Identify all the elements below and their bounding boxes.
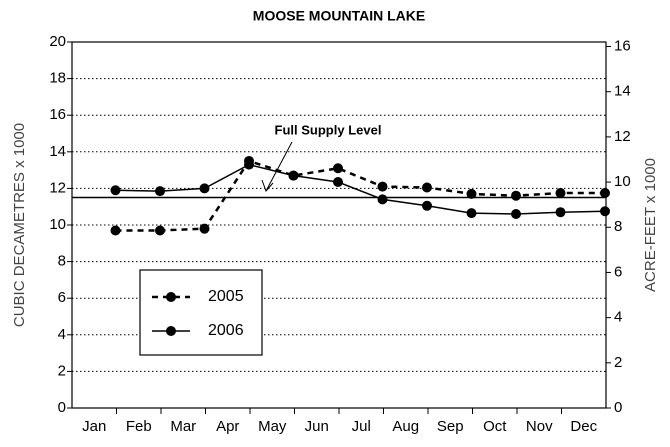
y2-tick-label: 0 bbox=[614, 399, 622, 416]
y2-tick-label: 14 bbox=[614, 83, 631, 100]
y-tick-label: 18 bbox=[49, 70, 66, 87]
data-point bbox=[466, 188, 477, 199]
x-tick-label: Sep bbox=[437, 418, 464, 435]
data-point bbox=[199, 183, 210, 194]
series-line bbox=[115, 163, 606, 215]
x-tick-label: Mar bbox=[170, 418, 196, 435]
data-point bbox=[110, 185, 121, 196]
y2-tick-label: 8 bbox=[614, 218, 622, 235]
y-tick-label: 14 bbox=[49, 143, 66, 160]
legend-marker bbox=[166, 326, 176, 336]
y2-tick-label: 12 bbox=[614, 128, 631, 145]
data-point bbox=[155, 225, 165, 236]
y2-tick-label: 6 bbox=[614, 263, 622, 280]
x-tick-label: Jan bbox=[82, 418, 106, 435]
y-tick-label: 6 bbox=[58, 289, 66, 306]
data-point bbox=[555, 207, 566, 218]
data-point bbox=[555, 187, 566, 198]
x-tick-label: Feb bbox=[126, 418, 152, 435]
x-tick-label: May bbox=[258, 418, 287, 435]
y2-tick-label: 2 bbox=[614, 354, 622, 371]
x-tick-label: Aug bbox=[392, 418, 419, 435]
y2-tick-label: 10 bbox=[614, 173, 631, 190]
y-tick-label: 2 bbox=[58, 362, 66, 379]
x-tick-label: Apr bbox=[216, 418, 239, 435]
y-tick-label: 10 bbox=[49, 216, 66, 233]
x-tick-label: Jun bbox=[305, 418, 329, 435]
y2-tick-label: 16 bbox=[614, 37, 631, 54]
y-axis-label: CUBIC DECAMETRES x 1000 bbox=[11, 123, 28, 327]
x-tick-label: Jul bbox=[352, 418, 371, 435]
data-point bbox=[466, 208, 477, 219]
reference-arrow bbox=[261, 141, 293, 192]
reference-label: Full Supply Level bbox=[275, 122, 382, 137]
x-tick-label: Dec bbox=[570, 418, 597, 435]
y2-axis-label: ACRE-FEET x 1000 bbox=[642, 158, 659, 292]
legend-label: 2006 bbox=[208, 322, 244, 339]
legend-label: 2005 bbox=[208, 288, 244, 305]
y-tick-label: 0 bbox=[58, 399, 66, 416]
data-point bbox=[199, 223, 210, 234]
data-point bbox=[422, 182, 432, 193]
y-tick-label: 8 bbox=[58, 253, 66, 270]
x-tick-label: Oct bbox=[483, 418, 507, 435]
data-point bbox=[377, 194, 388, 205]
y-tick-label: 12 bbox=[49, 179, 66, 196]
data-point bbox=[333, 176, 343, 187]
data-point bbox=[155, 186, 165, 197]
data-point bbox=[511, 190, 521, 201]
chart-title: MOOSE MOUNTAIN LAKE bbox=[253, 8, 425, 24]
legend-box bbox=[139, 269, 263, 356]
legend-marker bbox=[166, 292, 176, 302]
data-point bbox=[288, 170, 299, 181]
x-tick-label: Nov bbox=[526, 418, 553, 435]
y-tick-label: 4 bbox=[58, 326, 66, 343]
series-line bbox=[115, 159, 605, 232]
data-point bbox=[511, 209, 521, 220]
data-point bbox=[600, 206, 610, 217]
data-point bbox=[377, 181, 388, 192]
data-point bbox=[333, 163, 343, 174]
y-tick-label: 20 bbox=[49, 33, 66, 50]
data-point bbox=[600, 187, 610, 198]
y-tick-label: 16 bbox=[49, 106, 66, 123]
data-point bbox=[110, 225, 121, 236]
y2-tick-label: 4 bbox=[614, 309, 622, 326]
data-point bbox=[244, 159, 254, 170]
data-point bbox=[422, 200, 432, 211]
